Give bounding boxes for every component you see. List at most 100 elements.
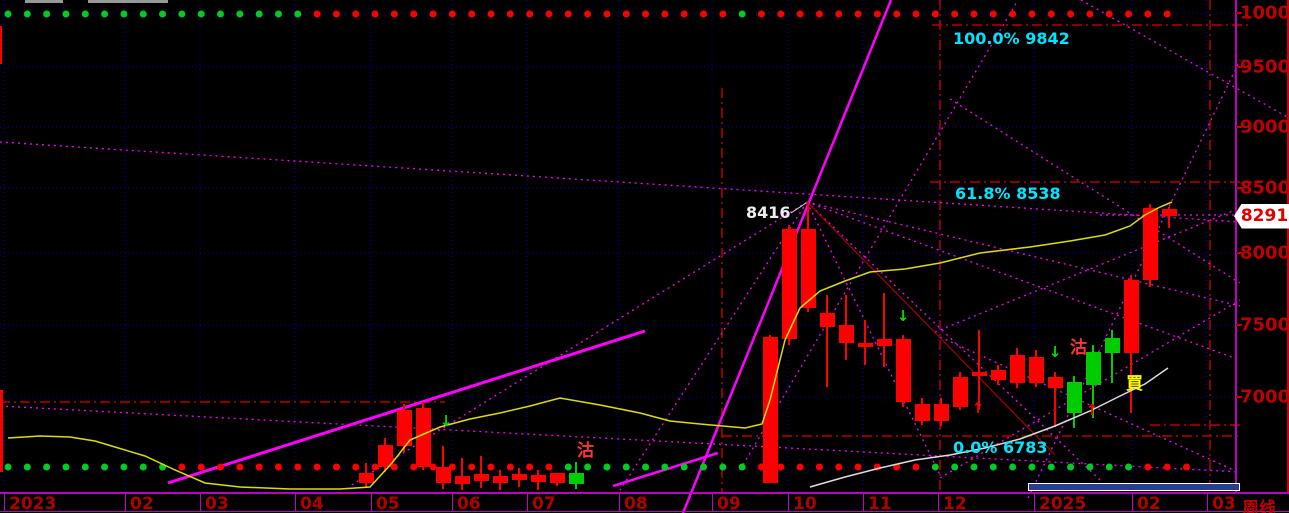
trade-signal-label: 買	[1126, 374, 1143, 394]
indicator-dot	[255, 10, 263, 18]
candle[interactable]	[377, 445, 393, 467]
candle[interactable]	[971, 372, 987, 376]
candle[interactable]	[396, 410, 412, 446]
candle[interactable]	[895, 339, 911, 402]
candle[interactable]	[990, 370, 1006, 380]
candle[interactable]	[876, 339, 892, 346]
indicator-dot	[371, 10, 379, 18]
indicator-dot	[680, 10, 688, 18]
candle[interactable]	[819, 313, 835, 327]
candle-wick	[1168, 207, 1170, 228]
time-axis-tick	[4, 492, 5, 512]
candle[interactable]	[511, 474, 527, 480]
indicator-dot	[81, 10, 89, 18]
candle[interactable]	[435, 467, 451, 483]
moving-average-yellow	[7, 201, 1173, 490]
candle[interactable]	[781, 229, 797, 339]
indicator-dot	[120, 10, 128, 18]
indicator-dot	[1086, 10, 1094, 18]
candle[interactable]	[914, 404, 930, 421]
indicator-dot	[468, 463, 476, 471]
indicator-dot	[835, 463, 843, 471]
indicator-dot	[294, 10, 302, 18]
indicator-dot	[1047, 10, 1055, 18]
indicator-dot	[1009, 463, 1017, 471]
indicator-dot	[101, 463, 109, 471]
indicator-dot	[1028, 10, 1036, 18]
indicator-dot-row-bottom	[4, 463, 1191, 471]
indicator-dot	[661, 463, 669, 471]
indicator-dot	[1067, 10, 1075, 18]
candle[interactable]	[952, 377, 968, 407]
candle-wick	[461, 458, 463, 490]
candle-wick	[480, 456, 482, 488]
time-axis-label: 03	[205, 494, 229, 513]
candle[interactable]	[1009, 355, 1025, 383]
indicator-dot	[487, 463, 495, 471]
price-axis-label: 9500	[1240, 56, 1289, 78]
candle[interactable]	[1104, 338, 1120, 353]
right-edge-line	[1287, 0, 1289, 492]
indicator-dot	[931, 463, 939, 471]
time-axis-tick	[788, 492, 789, 512]
candle[interactable]	[492, 476, 508, 483]
candle[interactable]	[358, 473, 374, 483]
candle[interactable]	[454, 476, 470, 484]
indicator-dot-row-top	[4, 10, 1171, 18]
indicator-dot	[294, 463, 302, 471]
indicator-dot	[120, 463, 128, 471]
time-axis-tick	[863, 492, 864, 512]
indicator-dot	[931, 10, 939, 18]
candle[interactable]	[1123, 280, 1139, 353]
scrollbar-thumb[interactable]	[1028, 483, 1240, 491]
time-axis-tick	[371, 492, 372, 512]
left-edge-mark	[0, 390, 3, 472]
indicator-dot	[139, 10, 147, 18]
time-axis-tick	[712, 492, 713, 512]
peak-price-label: 8416	[746, 203, 791, 222]
candle[interactable]	[473, 474, 489, 481]
indicator-dot	[1144, 463, 1152, 471]
candle[interactable]	[857, 343, 873, 347]
timeframe-label[interactable]: 周线	[1242, 499, 1276, 513]
candle[interactable]	[838, 325, 854, 343]
candle[interactable]	[1028, 357, 1044, 383]
indicator-dot	[81, 463, 89, 471]
indicator-dot	[62, 463, 70, 471]
candle[interactable]	[1085, 352, 1101, 385]
indicator-dot	[4, 463, 12, 471]
indicator-dot	[1144, 10, 1152, 18]
candle[interactable]	[1047, 377, 1063, 388]
indicator-dot	[332, 463, 340, 471]
candle[interactable]	[415, 408, 431, 467]
indicator-dot	[43, 463, 51, 471]
price-axis-tick	[1236, 396, 1242, 398]
time-axis-tick	[1132, 492, 1133, 512]
indicator-dot	[564, 10, 572, 18]
indicator-dot	[873, 10, 881, 18]
indicator-dot	[1028, 463, 1036, 471]
candle[interactable]	[1142, 208, 1158, 280]
indicator-dot	[313, 463, 321, 471]
price-axis-tick	[1236, 252, 1242, 254]
candle[interactable]	[530, 475, 546, 482]
indicator-dot	[487, 10, 495, 18]
indicator-dot	[236, 10, 244, 18]
trade-signal-label: 沽	[577, 441, 594, 461]
candle[interactable]	[549, 473, 565, 483]
time-axis-tick	[452, 492, 453, 512]
candle[interactable]	[568, 473, 584, 484]
indicator-dot	[564, 463, 572, 471]
candle[interactable]	[1161, 209, 1177, 216]
indicator-dot	[622, 463, 630, 471]
candle[interactable]	[1066, 382, 1082, 413]
time-axis-label: 09	[717, 494, 741, 513]
candle[interactable]	[933, 404, 949, 421]
gann-fan-line	[939, 299, 1241, 479]
indicator-dot	[719, 463, 727, 471]
candle[interactable]	[800, 229, 816, 308]
indicator-dot	[468, 10, 476, 18]
candle[interactable]	[762, 337, 778, 483]
